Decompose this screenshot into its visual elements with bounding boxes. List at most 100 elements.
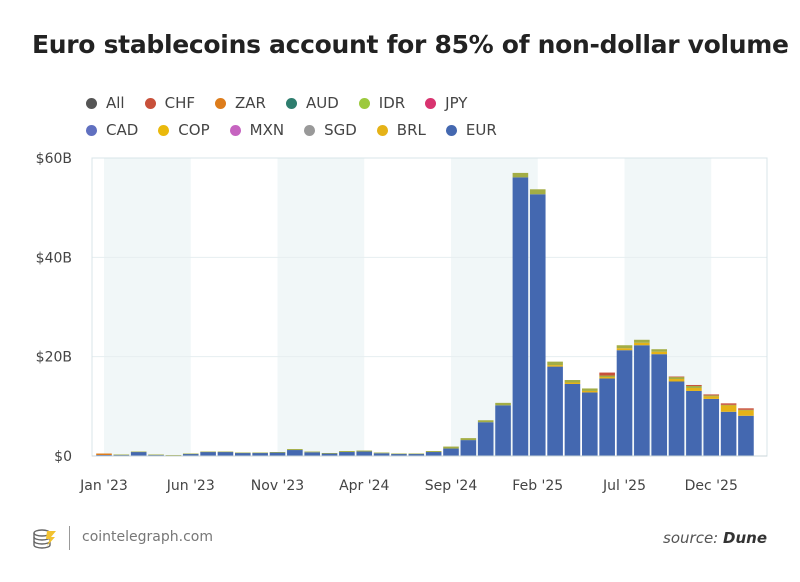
bar-idr [321, 453, 338, 454]
bar-eur [582, 392, 598, 456]
bar-idr [564, 380, 581, 383]
bar-eur [564, 383, 581, 456]
bar-idr [113, 454, 130, 456]
bar-idr [686, 385, 702, 388]
bar-idr [460, 438, 477, 441]
legend-label: COP [178, 121, 210, 139]
bar-eur [477, 422, 494, 456]
legend-swatch [158, 124, 170, 136]
bar-zar [96, 453, 112, 456]
bar-eur [148, 454, 164, 456]
bar-brl [738, 410, 754, 416]
bar-idr [304, 451, 320, 453]
legend-swatch [425, 97, 437, 109]
bar-eur [425, 452, 442, 456]
bar-brl [686, 387, 702, 391]
legend-item-idr[interactable]: IDR [358, 94, 406, 112]
legend-swatch [358, 97, 370, 109]
bar-idr [477, 420, 494, 423]
bar-eur [616, 350, 633, 456]
site-name: cointelegraph.com [82, 529, 213, 545]
legend-label: MXN [249, 121, 285, 139]
legend-label: BRL [396, 121, 426, 139]
bar-brl [720, 405, 737, 412]
bar-brl [634, 342, 650, 346]
bar-eur [529, 194, 546, 457]
bar-idr [529, 189, 546, 195]
bar-idr [720, 404, 737, 406]
bar-idr [287, 449, 303, 451]
bar-eur [443, 448, 459, 456]
legend-swatch [86, 124, 97, 136]
legend-item-jpy[interactable]: JPY [425, 94, 467, 112]
bar-eur [287, 450, 303, 456]
bar-eur [373, 453, 390, 456]
x-tick-label: Feb '25 [512, 478, 563, 494]
bar-idr [738, 409, 754, 411]
bar-idr [252, 452, 268, 454]
legend-swatch [215, 97, 226, 109]
x-tick-label: Apr '24 [339, 478, 389, 494]
footer-divider [69, 526, 70, 550]
legend-item-zar[interactable]: ZAR [215, 94, 266, 112]
bar-eur [252, 453, 268, 456]
x-tick-label: Sep '24 [425, 478, 478, 494]
bar-eur [495, 405, 511, 456]
legend-label: ZAR [235, 94, 266, 112]
bar-eur [512, 177, 529, 456]
bar-idr [599, 375, 615, 378]
bar-idr [148, 454, 164, 456]
x-tick-label: Jan '23 [79, 478, 128, 494]
bar-idr [547, 361, 563, 366]
bar-eur [200, 452, 216, 456]
bar-idr [703, 395, 720, 397]
legend-label: CAD [106, 121, 139, 139]
bar-eur [599, 378, 615, 456]
bar-chf [668, 376, 685, 378]
legend-item-aud[interactable]: AUD [285, 94, 339, 112]
legend-item-mxn[interactable]: MXN [229, 121, 285, 139]
bar-eur [634, 345, 650, 456]
bar-idr [425, 451, 442, 453]
legend-item-eur[interactable]: EUR [445, 121, 497, 139]
y-tick-label: $60B [36, 151, 72, 167]
y-tick-label: $40B [36, 250, 72, 266]
bar-eur [547, 366, 563, 456]
legend-label: IDR [378, 94, 406, 112]
x-tick-label: Nov '23 [251, 478, 304, 494]
bar-idr [182, 453, 199, 455]
bar-idr [582, 388, 598, 391]
bar-idr [269, 452, 286, 453]
bar-brl [616, 348, 633, 351]
bar-eur [703, 398, 720, 456]
bar-idr [200, 451, 216, 453]
legend: All CHF ZAR AUD IDR JPY CAD COP MXN SGD BRL EUR [86, 94, 546, 139]
bar-eur [668, 381, 685, 456]
bar-brl [582, 390, 598, 393]
bar-idr [512, 172, 529, 178]
legend-item-cad[interactable]: CAD [86, 121, 138, 139]
cointelegraph-logo-icon [33, 529, 56, 549]
bar-idr [165, 455, 182, 456]
legend-item-sgd[interactable]: SGD [304, 121, 357, 139]
bar-brl [703, 396, 720, 399]
legend-item-chf[interactable]: CHF [144, 94, 195, 112]
legend-label: AUD [305, 94, 339, 112]
bar-brl [651, 351, 667, 355]
bar-eur [304, 452, 320, 456]
x-tick-label: Jul '25 [602, 478, 646, 494]
legend-swatch [285, 97, 297, 109]
bar-idr [235, 452, 251, 454]
bar-eur [391, 454, 407, 456]
legend-item-cop[interactable]: COP [158, 121, 210, 139]
bar-idr [339, 451, 355, 453]
legend-swatch [304, 124, 316, 136]
legend-item-all[interactable]: All [86, 94, 125, 112]
bar-chf [738, 408, 754, 410]
bar-eur [235, 453, 251, 456]
bar-chf [720, 403, 737, 405]
bar-eur [738, 415, 754, 456]
bar-eur [113, 454, 130, 456]
legend-item-brl[interactable]: BRL [376, 121, 426, 139]
bar-eur [720, 411, 737, 456]
